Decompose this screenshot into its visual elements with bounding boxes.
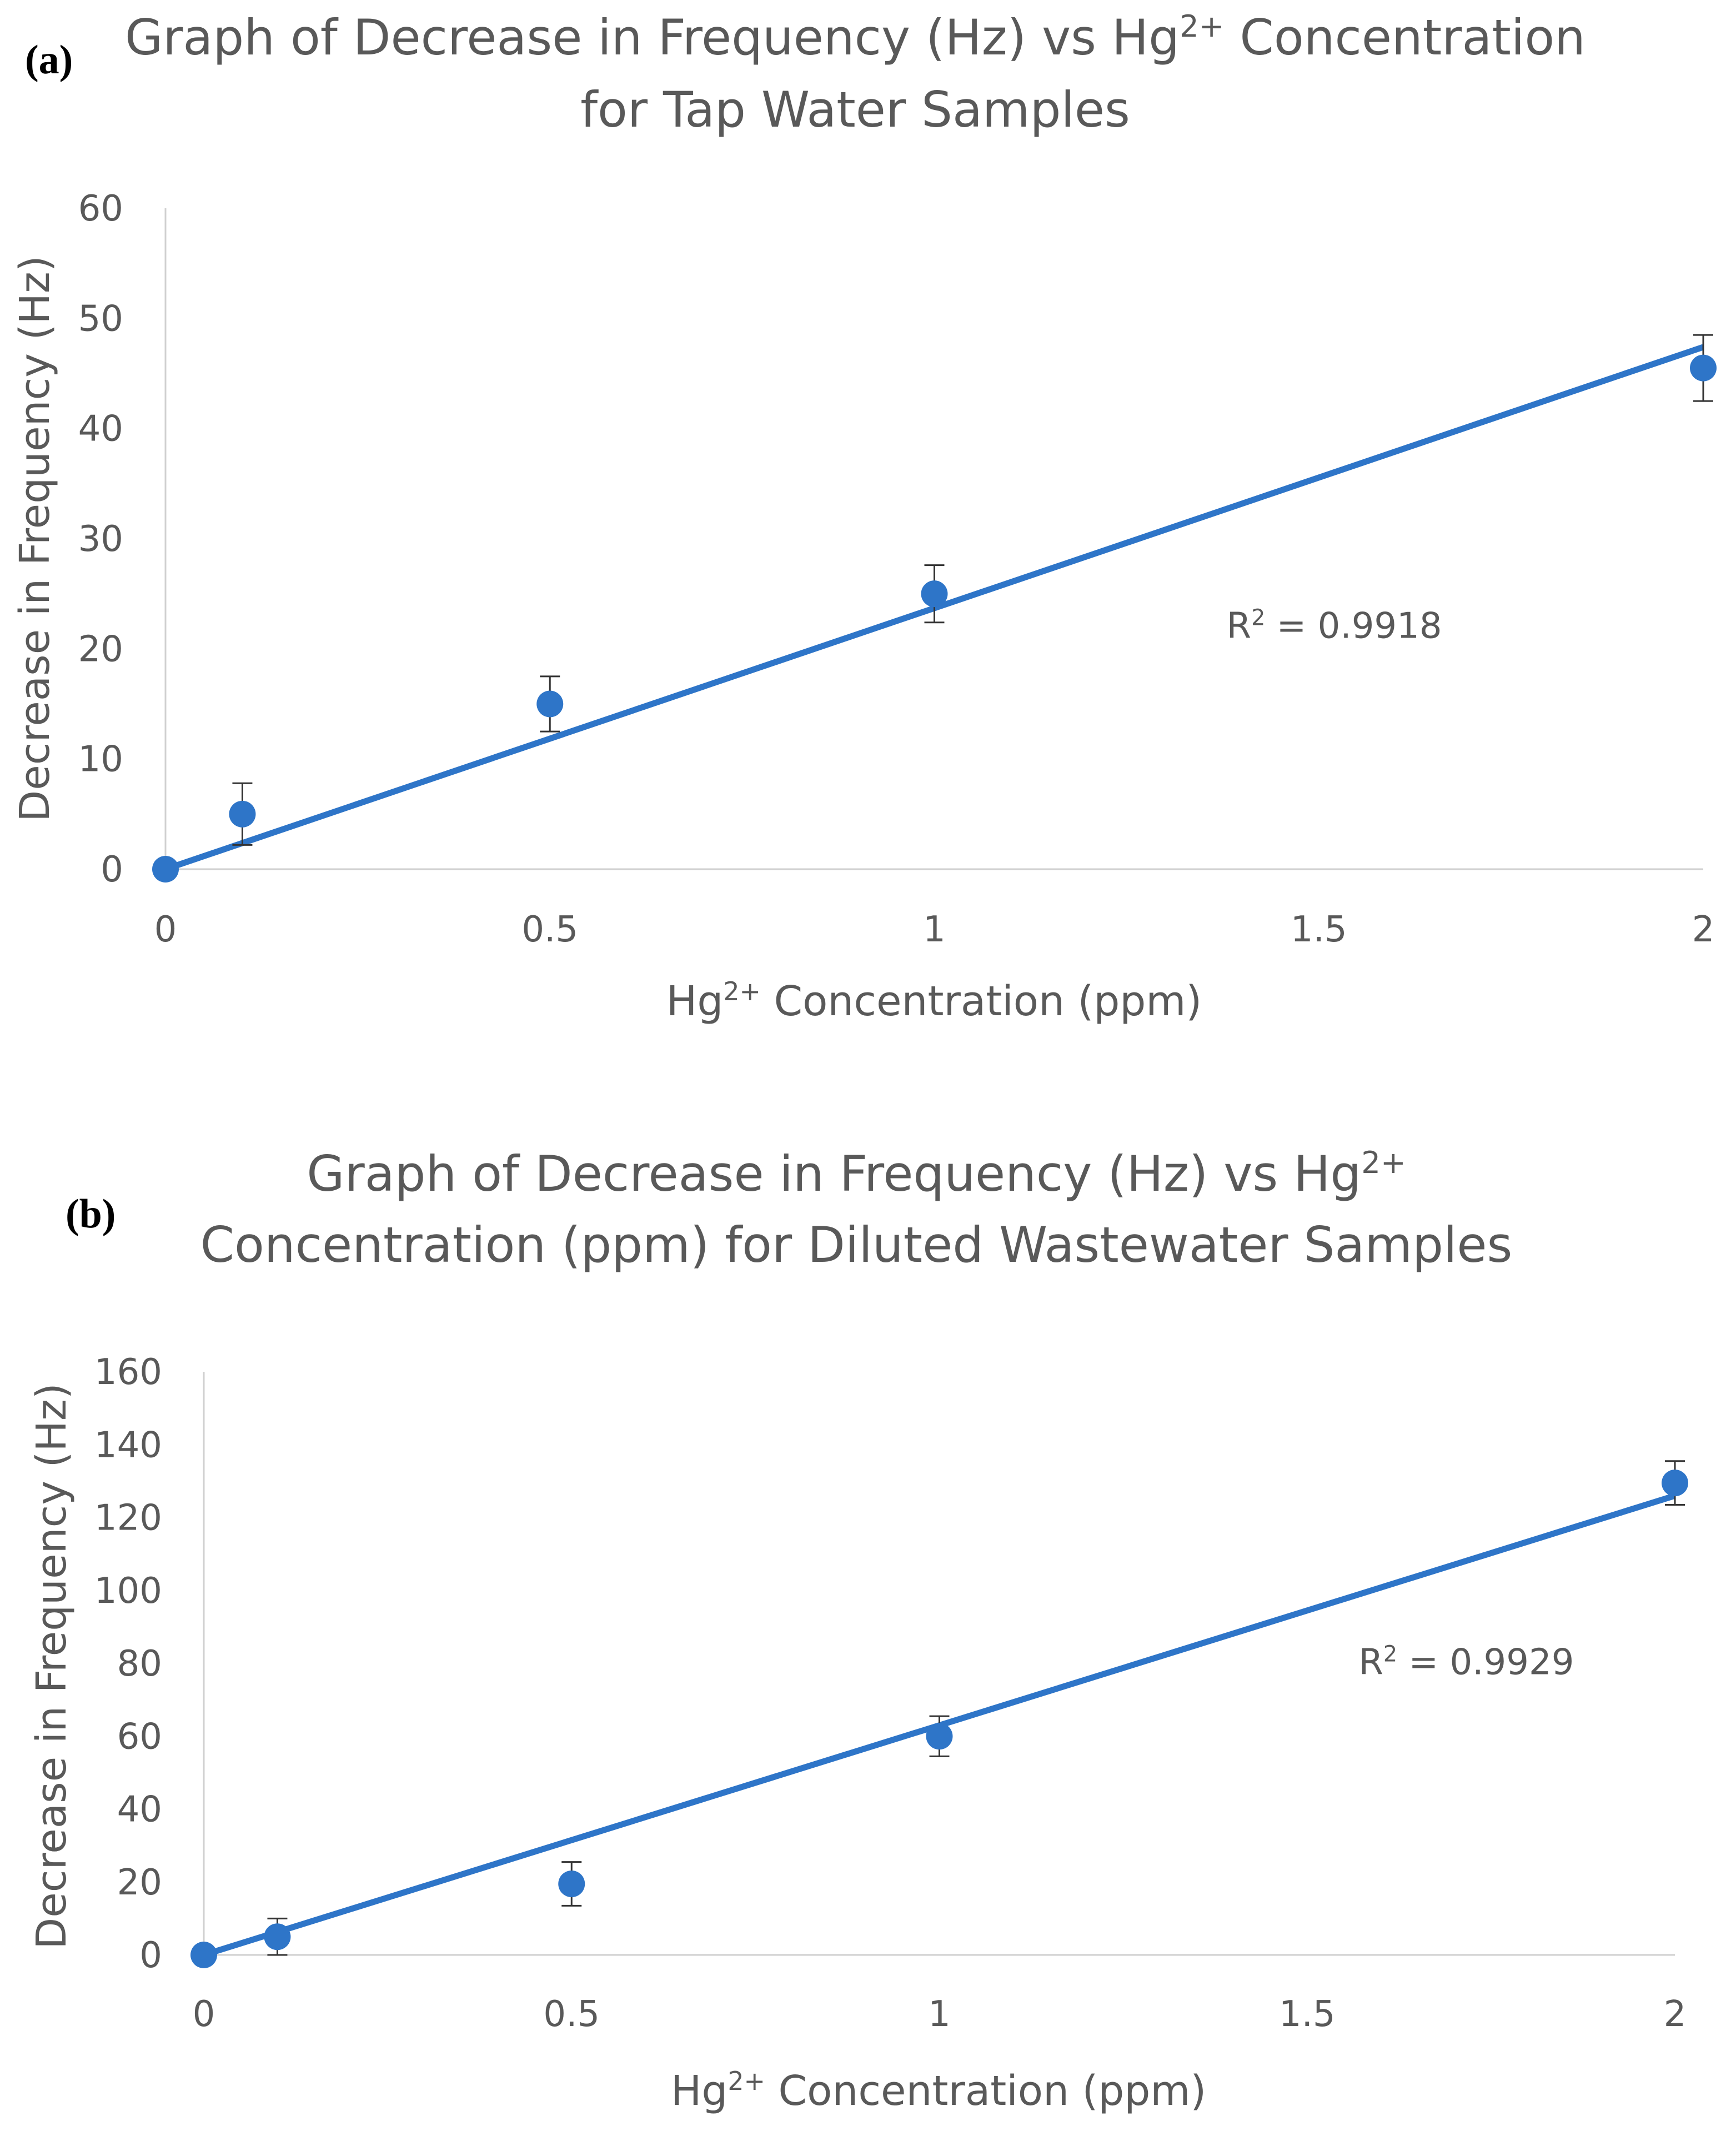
chart-panel-a: (a) Graph of Decrease in Frequency (Hz) v… (11, 8, 1717, 1025)
data-point (1662, 1470, 1688, 1497)
y-tick-label: 20 (78, 629, 123, 670)
y-tick-label: 50 (78, 298, 123, 339)
y-tick-label: 40 (117, 1789, 162, 1831)
x-tick-label: 1.5 (1291, 909, 1347, 950)
data-point (558, 1871, 585, 1898)
r-squared-label: R2 = 0.9929 (1358, 1642, 1574, 1683)
panel-label: (b) (66, 1191, 116, 1237)
y-tick-label: 100 (94, 1571, 162, 1612)
data-point (536, 690, 564, 718)
panel-label: (a) (25, 37, 73, 83)
y-tick-label: 120 (94, 1498, 162, 1539)
y-axis-title: Decrease in Frequency (Hz) (28, 1383, 76, 1949)
y-tick-label: 40 (78, 409, 123, 450)
data-point (229, 800, 256, 828)
data-point (921, 580, 948, 608)
y-tick-label: 30 (78, 519, 123, 560)
x-tick-label: 1 (928, 1994, 951, 2035)
y-tick-label: 0 (139, 1935, 162, 1976)
data-point (264, 1923, 291, 1951)
chart-panel-b: (b) Graph of Decrease in Frequency (Hz) v… (28, 1145, 1688, 2115)
x-tick-label: 1.5 (1279, 1994, 1336, 2035)
x-axis-title: Hg2+ Concentration (ppm) (666, 976, 1202, 1025)
y-tick-label: 60 (117, 1716, 162, 1757)
data-point (1690, 354, 1717, 382)
chart-title-line: for Tap Water Samples (580, 81, 1130, 138)
x-tick-label: 0.5 (521, 909, 578, 950)
x-axis-title: Hg2+ Concentration (ppm) (671, 2066, 1207, 2115)
x-tick-label: 2 (1664, 1994, 1687, 2035)
x-tick-label: 0 (193, 1994, 215, 2035)
data-point (926, 1723, 953, 1750)
x-tick-label: 2 (1692, 909, 1715, 950)
y-tick-label: 80 (117, 1643, 162, 1684)
chart-title-line: Graph of Decrease in Frequency (Hz) vs H… (307, 1145, 1406, 1202)
x-tick-label: 1 (923, 909, 946, 950)
y-axis-title: Decrease in Frequency (Hz) (11, 255, 59, 822)
y-tick-label: 60 (78, 188, 123, 229)
data-point (152, 856, 179, 883)
data-point (190, 1942, 217, 1968)
y-tick-label: 10 (78, 739, 123, 780)
y-tick-label: 160 (94, 1352, 162, 1393)
y-tick-label: 140 (94, 1425, 162, 1466)
x-tick-label: 0.5 (543, 1994, 600, 2035)
chart-title-line: Concentration (ppm) for Diluted Wastewat… (200, 1216, 1513, 1273)
chart-title-line: Graph of Decrease in Frequency (Hz) vs H… (125, 8, 1586, 66)
y-tick-label: 20 (117, 1862, 162, 1903)
y-tick-label: 0 (101, 849, 123, 890)
x-tick-label: 0 (154, 909, 177, 950)
r-squared-label: R2 = 0.9918 (1227, 605, 1442, 647)
